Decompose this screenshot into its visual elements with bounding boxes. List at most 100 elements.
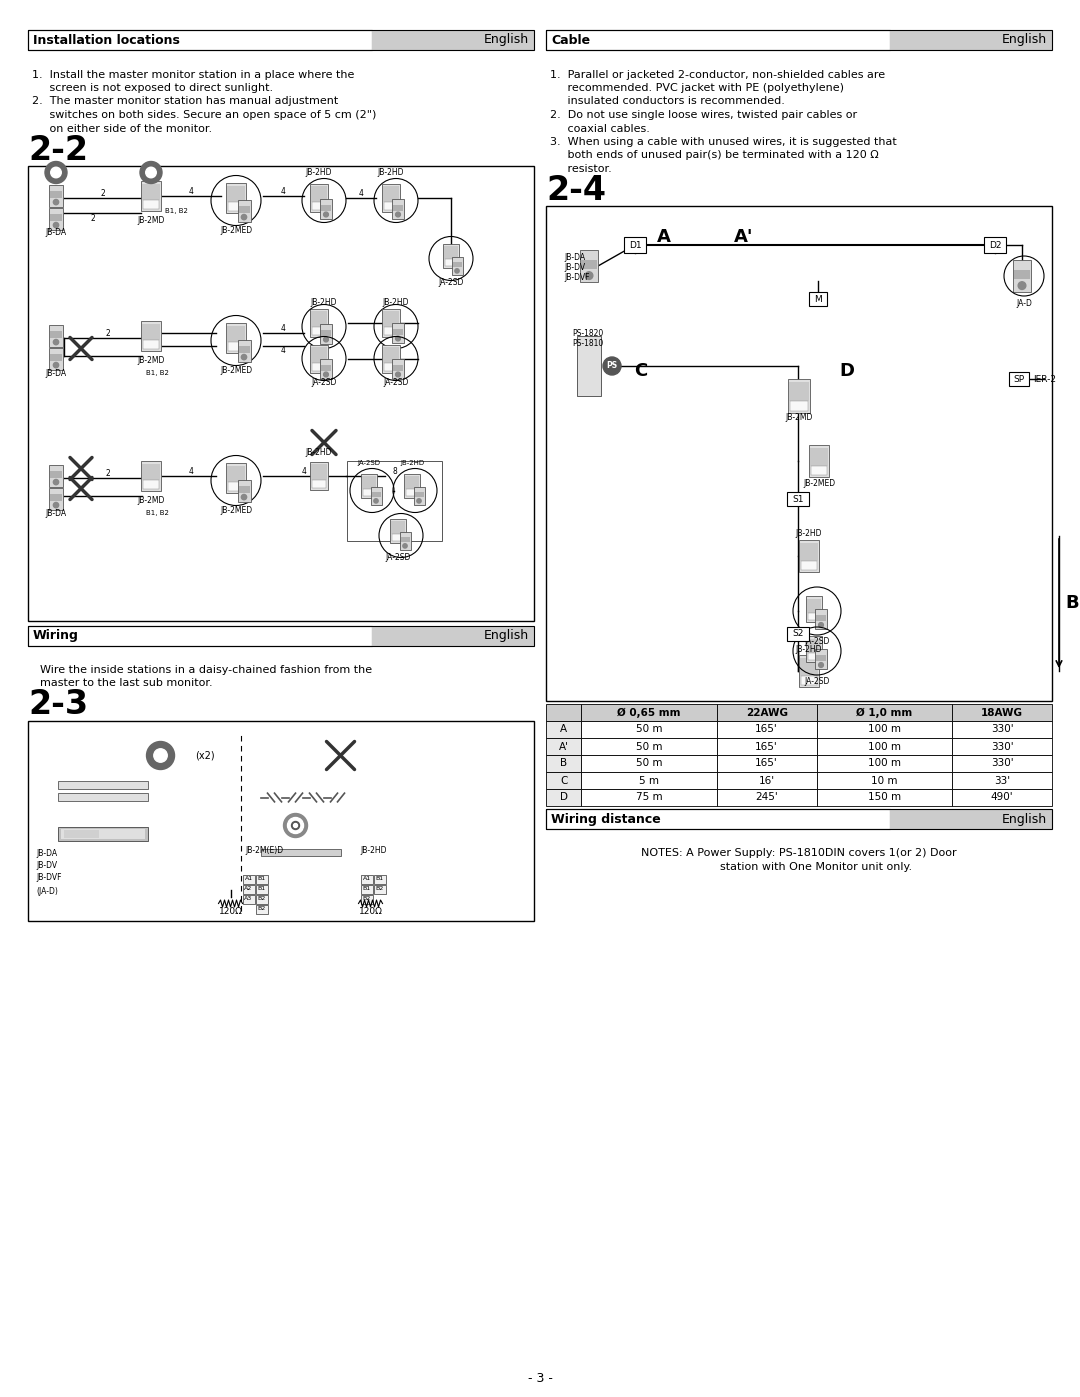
Text: 330': 330' (990, 725, 1013, 735)
Bar (788, 379, 810, 414)
Text: Ø 0,65 mm: Ø 0,65 mm (617, 707, 680, 718)
Bar (546, 29, 890, 50)
Bar (312, 327, 326, 334)
Bar (717, 738, 816, 754)
Bar (815, 650, 827, 669)
Bar (243, 875, 255, 883)
Bar (239, 207, 249, 212)
Circle shape (324, 372, 328, 377)
Bar (320, 359, 332, 379)
Bar (310, 309, 328, 337)
Text: S2: S2 (793, 630, 804, 638)
Bar (227, 465, 245, 482)
Text: master to the last sub monitor.: master to the last sub monitor. (40, 679, 213, 689)
Bar (28, 29, 373, 50)
Text: A1: A1 (363, 876, 370, 882)
Text: coaxial cables.: coaxial cables. (550, 123, 650, 134)
Text: 2.  The master monitor station has manual adjustment: 2. The master monitor station has manual… (32, 96, 338, 106)
Bar (816, 738, 951, 754)
Bar (143, 200, 159, 208)
Text: JB-2HD: JB-2HD (796, 529, 822, 538)
Text: SP: SP (1013, 374, 1025, 384)
Bar (984, 237, 1005, 253)
Text: 165': 165' (755, 759, 778, 768)
Bar (311, 464, 327, 479)
Text: A: A (657, 228, 671, 246)
Bar (581, 754, 717, 773)
Bar (49, 488, 63, 510)
Circle shape (241, 355, 246, 360)
Bar (64, 834, 99, 837)
Bar (311, 348, 327, 363)
Circle shape (292, 821, 299, 830)
Text: B1: B1 (363, 886, 370, 891)
Text: JB-2HD: JB-2HD (361, 847, 387, 855)
Text: B1: B1 (376, 876, 383, 882)
Bar (50, 191, 62, 198)
Text: B2: B2 (257, 895, 266, 901)
Bar (546, 738, 581, 754)
Text: English: English (1002, 813, 1047, 826)
Text: IER-2: IER-2 (1032, 374, 1056, 384)
Text: 4: 4 (189, 467, 194, 476)
Text: B1, B2: B1, B2 (165, 208, 188, 214)
Bar (393, 328, 403, 334)
Circle shape (324, 337, 328, 342)
Circle shape (53, 339, 58, 345)
Text: D1: D1 (629, 240, 642, 250)
Bar (717, 789, 816, 806)
Bar (581, 260, 597, 270)
Text: 2.  Do not use single loose wires, twisted pair cables or: 2. Do not use single loose wires, twiste… (550, 110, 858, 120)
Bar (807, 638, 821, 652)
Bar (546, 773, 581, 789)
Bar (141, 183, 160, 200)
Text: switches on both sides. Secure an open space of 5 cm (2"): switches on both sides. Secure an open s… (32, 110, 376, 120)
Bar (406, 489, 418, 496)
Bar (787, 627, 809, 641)
Bar (49, 208, 63, 229)
Text: recommended. PVC jacket with PE (polyethylene): recommended. PVC jacket with PE (polyeth… (550, 82, 843, 94)
Bar (312, 363, 326, 370)
Bar (809, 292, 827, 306)
Bar (141, 461, 161, 490)
Text: B2: B2 (257, 907, 266, 911)
Text: 3.  When using a cable with unused wires, it is suggested that: 3. When using a cable with unused wires,… (550, 137, 896, 147)
Text: 2-4: 2-4 (546, 175, 606, 207)
Text: JB-DVF: JB-DVF (564, 274, 590, 282)
Bar (28, 29, 534, 50)
Text: JB-2MED: JB-2MED (220, 226, 252, 235)
Text: PS: PS (607, 362, 618, 370)
Bar (320, 198, 332, 218)
Bar (361, 875, 373, 883)
Text: 10 m: 10 m (872, 775, 897, 785)
Bar (143, 481, 159, 489)
Bar (311, 312, 327, 327)
Bar (312, 201, 326, 210)
Circle shape (284, 813, 308, 837)
Text: JB-2HD: JB-2HD (796, 644, 822, 654)
Text: JA-2SD: JA-2SD (438, 278, 463, 286)
Circle shape (147, 742, 175, 770)
Bar (320, 324, 332, 344)
Bar (312, 479, 326, 488)
Circle shape (1018, 282, 1026, 289)
Bar (816, 615, 826, 622)
Bar (816, 704, 951, 721)
Text: 2: 2 (100, 189, 105, 198)
Bar (64, 830, 99, 834)
Bar (393, 204, 403, 211)
Bar (951, 789, 1052, 806)
Bar (546, 789, 581, 806)
Text: both ends of unused pair(s) be terminated with a 120 Ω: both ends of unused pair(s) be terminate… (550, 151, 879, 161)
Circle shape (53, 200, 58, 205)
Bar (141, 180, 161, 211)
Bar (50, 495, 62, 500)
Bar (361, 474, 377, 497)
Bar (392, 323, 404, 342)
Text: 165': 165' (755, 725, 778, 735)
Text: JB-DA: JB-DA (45, 509, 67, 518)
Bar (1013, 260, 1031, 292)
Text: A': A' (558, 742, 569, 752)
Bar (243, 884, 255, 894)
Bar (789, 383, 809, 401)
